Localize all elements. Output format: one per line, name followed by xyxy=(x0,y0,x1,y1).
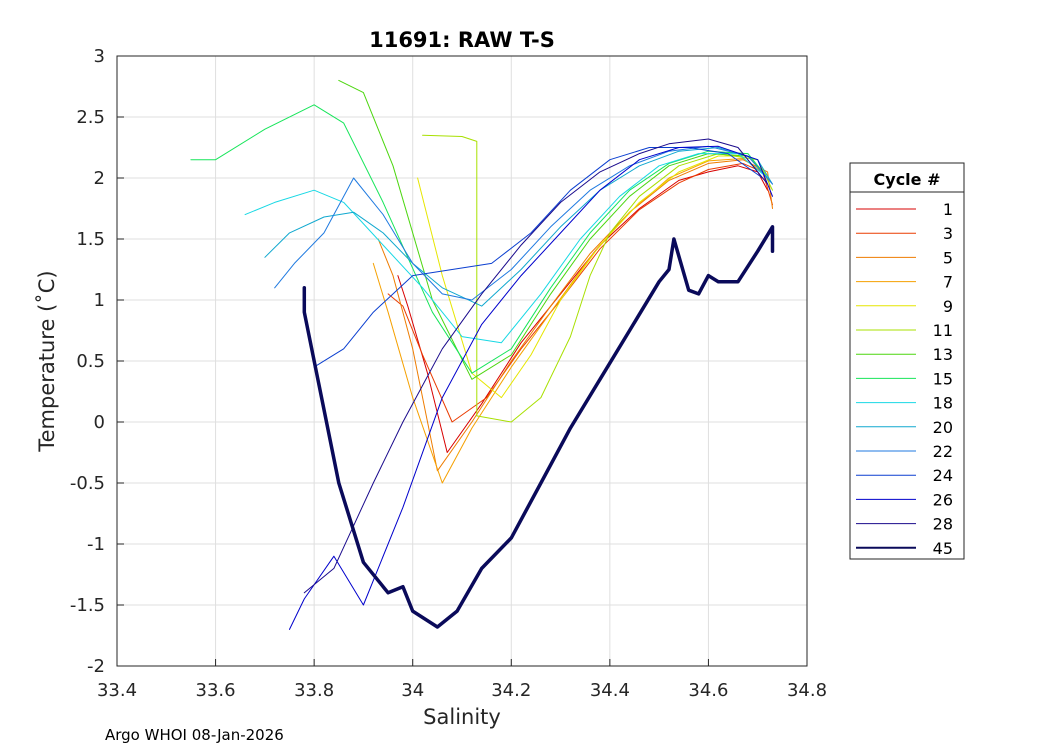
legend-label-cycle-18: 18 xyxy=(933,394,953,413)
legend-label-cycle-11: 11 xyxy=(933,321,953,340)
legend-label-cycle-45: 45 xyxy=(933,539,953,558)
axis-ticks: 33.4 33.6 33.8 34 34.2 34.4 34.6 34.8 3 2.5 2 1.5 1 0… xyxy=(70,46,827,701)
footer-credit: Argo WHOI 08-Jan-2026 xyxy=(105,726,284,744)
y-axis-title: Temperature (˚C) xyxy=(35,270,59,452)
series-line-cycle-1 xyxy=(397,165,769,453)
y-tick-label: 3 xyxy=(94,46,105,67)
legend-label-cycle-20: 20 xyxy=(933,418,953,437)
series-group xyxy=(190,79,775,630)
y-tick-label: -1 xyxy=(87,534,105,555)
y-tick-label: 2 xyxy=(94,168,105,189)
x-axis-title: Salinity xyxy=(423,705,501,729)
x-tick-label: 34 xyxy=(401,680,424,701)
legend-label-cycle-3: 3 xyxy=(943,224,953,243)
x-tick-label: 34.8 xyxy=(787,680,827,701)
legend-label-cycle-9: 9 xyxy=(943,297,953,316)
legend-label-cycle-22: 22 xyxy=(933,442,953,461)
legend-label-cycle-15: 15 xyxy=(933,369,953,388)
legend-title: Cycle # xyxy=(874,170,941,189)
series-line-cycle-28 xyxy=(303,138,769,594)
y-tick-label: -1.5 xyxy=(70,595,105,616)
chart-title: 11691: RAW T-S xyxy=(369,28,555,52)
x-tick-label: 33.8 xyxy=(294,680,334,701)
y-tick-label: -2 xyxy=(87,656,105,677)
legend-label-cycle-13: 13 xyxy=(933,345,953,364)
y-tick-label: -0.5 xyxy=(70,473,105,494)
series-line-cycle-15 xyxy=(190,104,769,374)
legend-box xyxy=(849,162,965,560)
legend-label-cycle-26: 26 xyxy=(933,490,953,509)
series-line-cycle-7 xyxy=(372,158,769,484)
series-line-cycle-26 xyxy=(289,145,773,630)
series-line-cycle-22 xyxy=(274,145,773,301)
legend-label-cycle-5: 5 xyxy=(943,248,953,267)
y-tick-label: 0 xyxy=(94,412,105,433)
y-tick-label: 0.5 xyxy=(76,351,105,372)
series-line-cycle-3 xyxy=(387,162,773,423)
series-line-cycle-45 xyxy=(302,225,775,629)
x-tick-label: 34.6 xyxy=(688,680,728,701)
x-tick-label: 33.6 xyxy=(196,680,236,701)
y-tick-label: 1 xyxy=(94,290,105,311)
y-tick-label: 1.5 xyxy=(76,229,105,250)
series-line-cycle-18 xyxy=(244,153,769,344)
x-tick-label: 34.2 xyxy=(491,680,531,701)
x-tick-label: 34.4 xyxy=(590,680,630,701)
x-tick-label: 33.4 xyxy=(97,680,137,701)
legend-label-cycle-1: 1 xyxy=(943,200,953,219)
legend-label-cycle-24: 24 xyxy=(933,466,953,485)
y-tick-label: 2.5 xyxy=(76,107,105,128)
legend-label-cycle-7: 7 xyxy=(943,273,953,292)
series-line-cycle-11 xyxy=(422,134,773,423)
legend-label-cycle-28: 28 xyxy=(933,515,953,534)
series-line-cycle-9 xyxy=(417,155,769,399)
